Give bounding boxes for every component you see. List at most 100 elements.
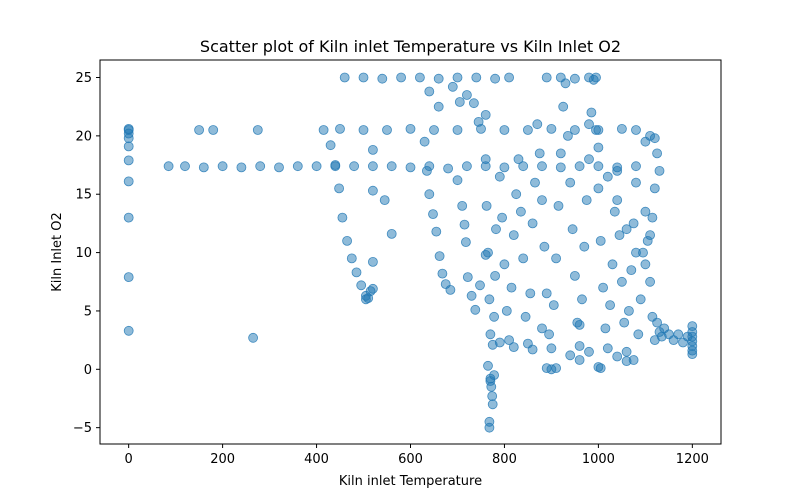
scatter-point (497, 212, 508, 223)
x-axis-label: Kiln inlet Temperature (339, 474, 482, 489)
scatter-point (584, 119, 594, 130)
scatter-point (574, 355, 585, 365)
scatter-point (123, 133, 134, 144)
scatter-point (628, 355, 639, 365)
scatter-point (593, 142, 604, 153)
scatter-point (123, 155, 134, 166)
scatter-point (513, 154, 524, 165)
scatter-point (508, 342, 519, 353)
scatter-point (358, 72, 369, 83)
scatter-point (530, 177, 540, 188)
scatter-point (382, 125, 392, 135)
scatter-point (180, 161, 190, 172)
scatter-point (577, 294, 587, 305)
scatter-point (337, 212, 348, 223)
scatter-point (123, 176, 134, 187)
scatter-point (424, 86, 435, 97)
scatter-point (433, 101, 444, 112)
scatter-point (553, 200, 564, 211)
scatter-point (645, 230, 655, 241)
scatter-point (654, 165, 665, 176)
scatter-point (236, 162, 247, 173)
scatter-point (461, 90, 472, 100)
scatter-point (452, 175, 463, 186)
scatter-point (274, 162, 284, 173)
scatter-point (567, 224, 578, 235)
scatter-point (649, 183, 660, 194)
scatter-point (252, 125, 263, 135)
scatter-point (607, 259, 618, 270)
scatter-point (555, 162, 566, 173)
scatter-point (617, 276, 627, 287)
scatter-point (525, 288, 536, 299)
y-tick-label: −5 (73, 421, 92, 436)
scatter-point (645, 276, 655, 287)
scatter-point (248, 332, 259, 343)
scatter-point (511, 189, 522, 200)
scatter-point (551, 363, 561, 374)
scatter-point (544, 329, 554, 340)
scatter-point (520, 311, 531, 322)
scatter-point (584, 154, 594, 165)
scatter-point (480, 110, 491, 120)
x-tick-label: 400 (304, 452, 329, 467)
scatter-point (483, 360, 493, 371)
scatter-point (356, 280, 367, 291)
scatter-point (631, 177, 641, 188)
scatter-point (570, 270, 580, 281)
scatter-point (673, 329, 684, 340)
scatter-point (351, 267, 362, 278)
scatter-point (612, 351, 623, 362)
x-tick-label: 600 (398, 452, 423, 467)
scatter-point (518, 161, 529, 172)
scatter-point (565, 177, 576, 188)
scatter-point (470, 304, 481, 315)
scatter-point (527, 344, 538, 355)
scatter-point (468, 98, 479, 109)
scatter-point (123, 212, 134, 223)
scatter-point (537, 323, 547, 334)
scatter-point (537, 195, 547, 206)
scatter-point (454, 97, 465, 107)
scatter-point (574, 319, 585, 330)
scatter-point (612, 165, 623, 176)
scatter-point (551, 253, 561, 264)
scatter-point (499, 125, 510, 135)
y-tick-label: 15 (75, 188, 92, 203)
scatter-point (628, 218, 639, 229)
scatter-point (490, 73, 501, 84)
scatter-point (593, 161, 604, 172)
scatter-point (548, 300, 559, 311)
scatter-point (624, 305, 634, 316)
x-tick-label: 1200 (676, 452, 709, 467)
scatter-point (593, 183, 604, 194)
scatter-point (208, 125, 219, 135)
chart-title: Scatter plot of Kiln inlet Temperature v… (200, 37, 621, 56)
scatter-point (581, 195, 592, 206)
scatter-point (335, 123, 345, 134)
scatter-point (602, 171, 613, 182)
scatter-point (367, 256, 378, 267)
scatter-point (405, 123, 416, 134)
scatter-point (541, 72, 552, 83)
scatter-point (424, 189, 435, 200)
scatter-point (523, 125, 533, 135)
scatter-point (647, 212, 658, 223)
scatter-point (428, 209, 438, 220)
scatter-point (565, 350, 576, 361)
scatter-point (609, 206, 620, 217)
scatter-point (217, 161, 228, 172)
scatter-point (490, 270, 501, 281)
scatter-point (429, 125, 439, 135)
scatter-point (123, 123, 134, 134)
scatter-point (437, 268, 448, 279)
scatter-point (318, 125, 329, 135)
scatter-point (367, 283, 378, 294)
scatter-point (602, 343, 613, 354)
scatter-point (367, 161, 378, 172)
scatter-point (612, 195, 623, 206)
scatter-point (367, 185, 378, 196)
scatter-point (546, 123, 557, 134)
scatter-point (563, 130, 573, 141)
scatter-point (494, 337, 505, 348)
